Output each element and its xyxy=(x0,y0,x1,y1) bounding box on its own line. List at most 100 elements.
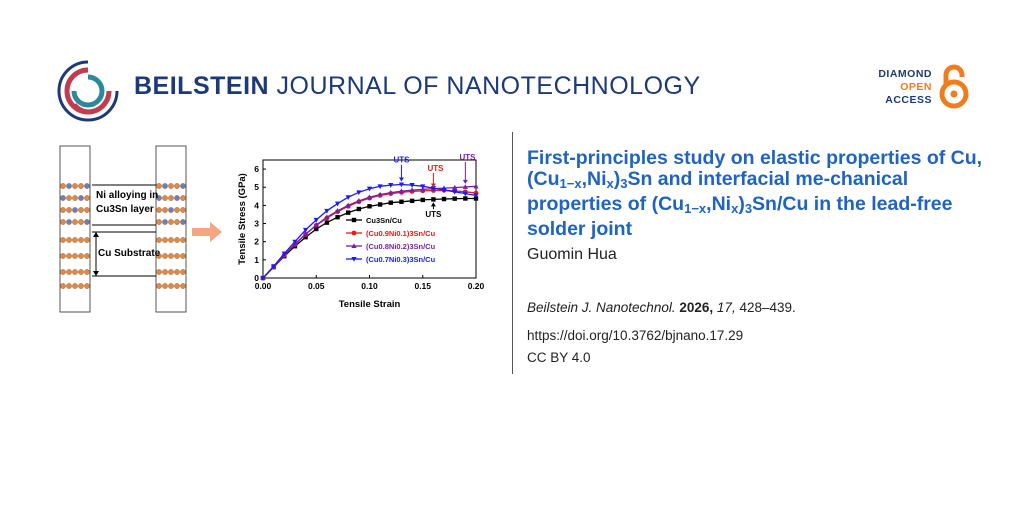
label-cu-substrate: Cu Substrate xyxy=(98,248,161,259)
cu-atom xyxy=(180,207,186,213)
title-sub: x xyxy=(731,201,739,216)
cu-atom xyxy=(60,237,66,243)
uts-annotation: UTS xyxy=(393,156,410,182)
x-tick-label: 0.15 xyxy=(414,281,431,291)
legend-entry: Cu3Sn/Cu xyxy=(346,216,402,225)
ni-atom xyxy=(168,207,174,213)
ni-atom xyxy=(60,195,66,201)
cu-atom xyxy=(168,253,174,259)
cu-atom xyxy=(84,207,90,213)
data-point xyxy=(452,196,457,201)
badge-line-access: ACCESS xyxy=(885,94,932,106)
cu-atom xyxy=(66,269,72,275)
citation-journal: Beilstein J. Nanotechnol. xyxy=(527,300,676,315)
data-point xyxy=(335,214,340,220)
cu-atom xyxy=(174,283,180,289)
data-point xyxy=(334,201,341,207)
x-tick-label: 0.05 xyxy=(308,281,325,291)
open-access-lock-icon xyxy=(939,64,969,109)
series-3 xyxy=(260,182,479,281)
stress-strain-chart: 0.00 0.05 0.10 0.15 0.20 0 1 2 3 4 5 6 Tensile Strai… xyxy=(237,153,485,310)
data-point xyxy=(473,196,479,201)
data-point xyxy=(441,196,447,202)
cu-atom xyxy=(174,253,180,259)
cu-atom xyxy=(72,219,78,225)
cu-atom xyxy=(66,253,72,259)
data-point xyxy=(313,217,319,223)
cu-atom xyxy=(60,207,66,213)
uts-annotation: UTS xyxy=(428,164,444,188)
x-tick-label: 0.00 xyxy=(255,281,272,291)
y-tick-label: 0 xyxy=(254,273,259,283)
y-tick-label: 4 xyxy=(254,200,259,210)
cu-atom xyxy=(168,237,174,243)
article-author: Guomin Hua xyxy=(527,246,617,263)
title-part: ) xyxy=(738,193,745,215)
cu-atom xyxy=(84,253,90,259)
data-point xyxy=(452,189,458,195)
ni-atom xyxy=(180,183,186,189)
data-point xyxy=(473,183,479,189)
y-axis-label: Tensile Stress (GPa) xyxy=(237,173,248,265)
data-point xyxy=(346,210,351,215)
data-point xyxy=(366,186,373,192)
citation-pages: 428–439. xyxy=(739,300,796,315)
cu-atom xyxy=(162,237,168,243)
cu-atom xyxy=(174,183,180,189)
data-point xyxy=(351,257,357,262)
cu-atom xyxy=(162,253,168,259)
data-point xyxy=(377,202,383,207)
series-0 xyxy=(260,196,479,281)
title-part: Sn and interfacial me-chanical propertie… xyxy=(527,168,909,215)
data-point xyxy=(345,195,351,201)
data-point xyxy=(430,186,436,191)
cu-atom xyxy=(162,207,168,213)
y-tick-label: 6 xyxy=(254,164,259,174)
legend-entry: (Cu0.9Ni0.1)3Sn/Cu xyxy=(346,229,436,238)
cu-atom xyxy=(156,183,162,189)
ni-atom xyxy=(162,219,168,225)
cu-atom xyxy=(78,183,84,189)
label-ni-alloying-line1: Ni alloying in xyxy=(96,190,158,201)
data-point xyxy=(463,196,468,201)
cu-atom xyxy=(60,183,66,189)
article-doi-link[interactable]: https://doi.org/10.3762/bjnano.17.29 xyxy=(527,328,744,343)
cu-atom xyxy=(174,237,180,243)
cu-atom xyxy=(72,283,78,289)
process-arrow-icon xyxy=(192,222,222,242)
legend-label: Cu3Sn/Cu xyxy=(366,216,402,225)
cu-atom xyxy=(72,269,78,275)
title-part: First-principles study on elastic proper… xyxy=(527,147,983,190)
cu-atom xyxy=(84,283,90,289)
beilstein-logo-icon xyxy=(57,60,119,122)
cu-atom xyxy=(162,195,168,201)
data-point xyxy=(303,227,309,233)
cu-atom xyxy=(180,195,186,201)
data-point xyxy=(388,189,394,195)
data-point xyxy=(377,184,383,190)
data-point xyxy=(462,184,468,189)
y-tick-label: 1 xyxy=(254,255,259,265)
ni-atom xyxy=(66,183,72,189)
cu-atom xyxy=(180,283,186,289)
cu-atom xyxy=(72,253,78,259)
ni-atom xyxy=(78,195,84,201)
data-point xyxy=(351,230,357,236)
article-license: CC BY 4.0 xyxy=(527,350,591,365)
cu-atom xyxy=(78,237,84,243)
data-point xyxy=(420,197,425,203)
data-point xyxy=(334,208,341,213)
x-tick-label: 0.10 xyxy=(361,281,378,291)
cu-atom xyxy=(168,195,174,201)
data-point xyxy=(281,251,287,257)
cu-atom xyxy=(84,269,90,275)
uts-label: UTS xyxy=(459,153,476,162)
cu-atom xyxy=(156,283,162,289)
cu-atom xyxy=(78,253,84,259)
data-point xyxy=(345,202,351,208)
graphical-abstract: Ni alloying in Cu3Sn layer Cu Substrate … xyxy=(40,138,500,328)
title-part: ,Ni xyxy=(581,168,607,190)
data-point xyxy=(303,231,309,237)
atom-rows xyxy=(60,183,186,289)
data-point xyxy=(303,234,308,240)
